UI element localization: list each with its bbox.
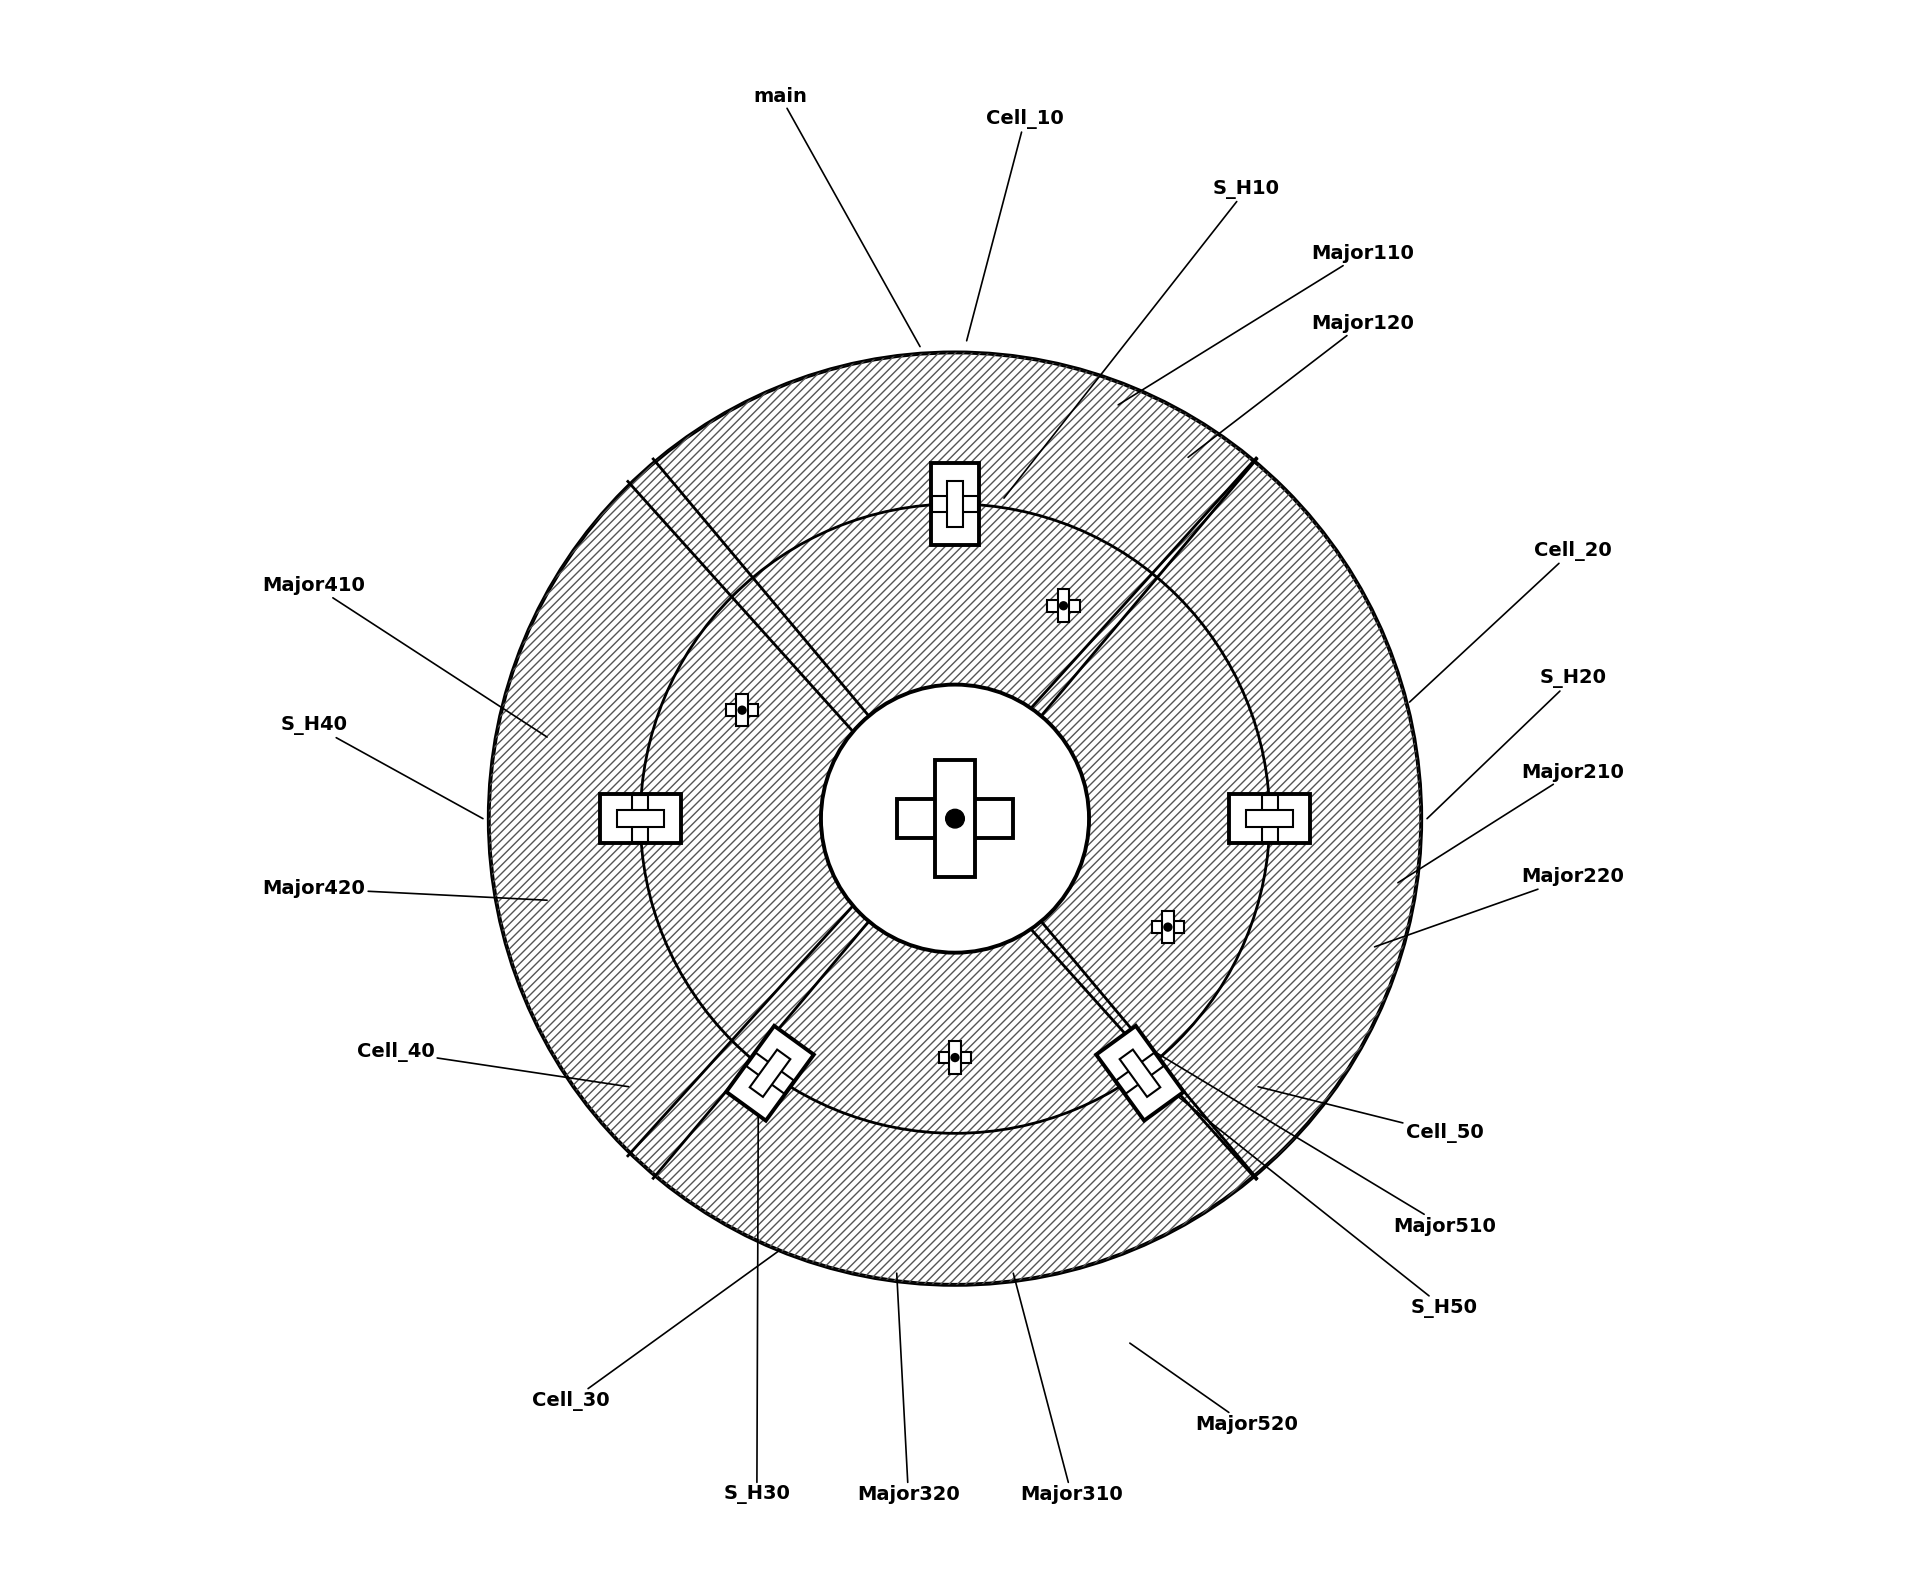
Polygon shape	[1261, 796, 1278, 842]
Text: Major410: Major410	[262, 576, 546, 737]
Text: Major220: Major220	[1375, 867, 1624, 947]
Text: Major320: Major320	[858, 1273, 959, 1505]
Polygon shape	[735, 693, 749, 726]
Polygon shape	[1247, 810, 1293, 827]
Polygon shape	[751, 1050, 791, 1097]
Polygon shape	[726, 1026, 814, 1121]
Circle shape	[951, 1053, 959, 1063]
Polygon shape	[747, 1053, 795, 1094]
Circle shape	[1058, 602, 1068, 611]
Polygon shape	[932, 496, 978, 512]
Polygon shape	[617, 810, 663, 827]
Text: S_H10: S_H10	[1005, 180, 1280, 497]
Polygon shape	[947, 480, 963, 527]
Circle shape	[945, 810, 965, 827]
Polygon shape	[600, 794, 682, 843]
Polygon shape	[726, 704, 758, 715]
Text: S_H40: S_H40	[281, 715, 483, 818]
Text: Major310: Major310	[1014, 1273, 1123, 1505]
Text: Major110: Major110	[1117, 243, 1415, 404]
Text: Cell_10: Cell_10	[966, 109, 1064, 341]
Polygon shape	[949, 1041, 961, 1074]
Polygon shape	[938, 1052, 972, 1063]
Text: Cell_20: Cell_20	[1410, 540, 1612, 703]
Polygon shape	[1115, 1053, 1163, 1094]
Text: main: main	[753, 87, 921, 347]
Text: Major510: Major510	[1152, 1050, 1496, 1236]
Text: Major520: Major520	[1131, 1344, 1297, 1434]
Text: Major120: Major120	[1188, 314, 1415, 458]
Text: S_H50: S_H50	[1163, 1085, 1478, 1317]
Polygon shape	[1228, 794, 1310, 843]
Polygon shape	[632, 796, 649, 842]
Text: Major420: Major420	[262, 880, 546, 900]
Polygon shape	[1119, 1050, 1159, 1097]
Polygon shape	[1152, 921, 1184, 933]
Text: Major210: Major210	[1398, 763, 1624, 883]
Circle shape	[489, 352, 1421, 1285]
Circle shape	[737, 706, 747, 715]
Text: Cell_30: Cell_30	[531, 1251, 779, 1412]
Circle shape	[1163, 922, 1173, 932]
Polygon shape	[1058, 589, 1070, 622]
Polygon shape	[930, 463, 980, 545]
Text: S_H20: S_H20	[1427, 669, 1606, 818]
Polygon shape	[1047, 600, 1079, 611]
Circle shape	[821, 685, 1089, 952]
Polygon shape	[936, 761, 974, 876]
Text: S_H30: S_H30	[724, 1085, 791, 1505]
Text: Cell_40: Cell_40	[357, 1042, 628, 1086]
Polygon shape	[896, 799, 1014, 838]
Text: Cell_50: Cell_50	[1259, 1086, 1484, 1143]
Polygon shape	[1096, 1026, 1184, 1121]
Polygon shape	[1161, 911, 1175, 943]
